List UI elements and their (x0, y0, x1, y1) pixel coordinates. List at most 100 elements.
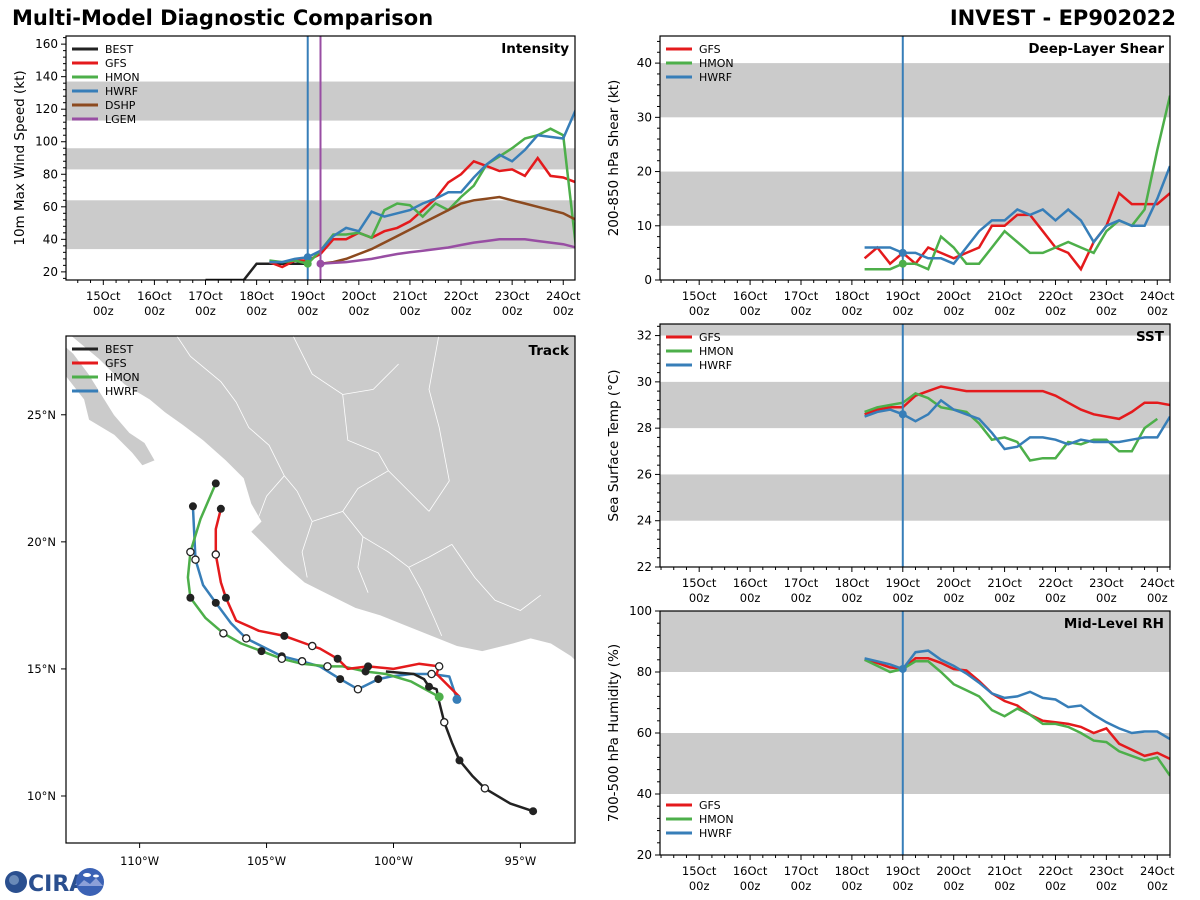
x-tick-label-hour: 00z (502, 304, 523, 318)
x-tick-label-hour: 00z (842, 304, 863, 318)
shaded-band (660, 733, 1170, 794)
legend-item-best[interactable]: BEST (72, 343, 133, 356)
shaded-band (660, 474, 1170, 521)
state-border (312, 470, 430, 522)
y-tick-label: 160 (35, 37, 58, 51)
x-tick-label-hour: 00z (1045, 304, 1066, 318)
legend-label: HWRF (699, 827, 732, 840)
legend-item-hmon[interactable]: HMON (72, 371, 140, 384)
legend-item-hmon[interactable]: HMON (666, 345, 734, 358)
legend-label: BEST (105, 43, 133, 56)
x-tick-label-hour: 00z (943, 879, 964, 893)
x-tick-label-date: 22Oct (1038, 576, 1073, 590)
x-tick-label-date: 24Oct (1140, 864, 1175, 878)
legend-item-hwrf[interactable]: HWRF (666, 71, 732, 84)
y-tick-label: 20 (637, 848, 652, 862)
x-tick-label-hour: 00z (740, 591, 761, 605)
x-tick-label-date: 20Oct (936, 576, 971, 590)
track-point-filled (257, 647, 266, 656)
y-axis-label: 700-500 hPa Humidity (%) (606, 644, 622, 822)
x-tick-label-hour: 00z (892, 304, 913, 318)
track-point-open (191, 555, 200, 564)
legend-item-lgem[interactable]: LGEM (72, 113, 136, 126)
shaded-band (660, 324, 1170, 336)
track-point-filled (374, 675, 383, 684)
init-marker-hwrf (303, 253, 312, 262)
y-axis-label: 10m Max Wind Speed (kt) (12, 70, 28, 245)
legend-item-gfs[interactable]: GFS (666, 799, 721, 812)
legend-item-hmon[interactable]: HMON (666, 57, 734, 70)
y-tick-label: 22 (637, 560, 652, 574)
x-tick-label-hour: 00z (740, 879, 761, 893)
y-tick-label: 20°N (27, 535, 56, 549)
legend-item-dshp[interactable]: DSHP (72, 99, 136, 112)
panel-shear: 01020304015Oct00z16Oct00z17Oct00z18Oct00… (606, 35, 1175, 318)
legend-item-hmon[interactable]: HMON (666, 813, 734, 826)
legend-item-hwrf[interactable]: HWRF (666, 359, 732, 372)
y-tick-label: 120 (35, 102, 58, 116)
x-tick-label-date: 15Oct (682, 289, 717, 303)
x-tick-label-date: 19Oct (886, 576, 921, 590)
y-tick-label: 60 (43, 200, 58, 214)
x-tick-label-hour: 00z (943, 304, 964, 318)
track-point-open (297, 657, 307, 666)
x-tick-label-date: 18Oct (835, 576, 870, 590)
legend-item-best[interactable]: BEST (72, 43, 133, 56)
panel-intensity: 2040608010012014016015Oct00z16Oct00z17Oc… (12, 35, 581, 318)
x-tick-label-date: 19Oct (886, 289, 921, 303)
track-point-filled (188, 502, 197, 511)
x-tick-label-date: 17Oct (784, 576, 819, 590)
x-tick-label-hour: 00z (842, 591, 863, 605)
legend-item-gfs[interactable]: GFS (666, 43, 721, 56)
legend-label: HWRF (699, 359, 732, 372)
x-tick-label-date: 16Oct (137, 289, 172, 303)
track-point-open (434, 662, 444, 671)
legend-label: HWRF (105, 385, 138, 398)
x-tick-label-date: 15Oct (86, 289, 121, 303)
track-point-open (211, 550, 221, 559)
y-tick-label: 32 (637, 329, 652, 343)
legend-item-hwrf[interactable]: HWRF (72, 85, 138, 98)
track-point-open (323, 662, 332, 671)
state-border (451, 544, 541, 611)
x-tick-label-hour: 00z (740, 304, 761, 318)
y-tick-label: 26 (637, 467, 652, 481)
legend-label: DSHP (105, 99, 136, 112)
legend-item-gfs[interactable]: GFS (72, 357, 127, 370)
y-tick-label: 20 (43, 265, 58, 279)
series-group (863, 95, 1170, 272)
series-line-gfs (864, 385, 1170, 421)
panel-rh: 2040608010015Oct00z16Oct00z17Oct00z18Oct… (606, 604, 1175, 893)
series-line-hwrf (864, 649, 1170, 741)
ramm-icon (76, 868, 104, 896)
legend-item-gfs[interactable]: GFS (666, 331, 721, 344)
init-marker-hmon (898, 259, 907, 268)
series-group (864, 649, 1170, 777)
legend-label: HWRF (699, 71, 732, 84)
x-tick-label-hour: 00z (246, 304, 267, 318)
legend-item-hwrf[interactable]: HWRF (72, 385, 138, 398)
x-tick-label-hour: 00z (943, 591, 964, 605)
track-point-open (480, 784, 490, 793)
legend-item-hmon[interactable]: HMON (72, 71, 140, 84)
legend-item-gfs[interactable]: GFS (72, 57, 127, 70)
x-tick-label-hour: 00z (689, 591, 710, 605)
legend-item-hwrf[interactable]: HWRF (666, 827, 732, 840)
x-tick-label-hour: 00z (195, 304, 216, 318)
globe-highlight (9, 875, 19, 885)
track-point-filled (425, 682, 434, 691)
track-point-open (353, 684, 363, 694)
x-tick-label-hour: 00z (1147, 304, 1168, 318)
track-point-open (427, 669, 436, 679)
panel-track: 110°W 105°W 100°W 95°W 10°N 15°N 20°N 25°N Track… (27, 335, 576, 868)
y-tick-label: 30 (637, 110, 652, 124)
y-tick-label: 30 (637, 375, 652, 389)
track-point-open (307, 641, 317, 651)
x-tick-label-date: 23Oct (1089, 576, 1124, 590)
x-tick-label-date: 22Oct (1038, 289, 1073, 303)
y-tick-label: 80 (43, 167, 58, 181)
